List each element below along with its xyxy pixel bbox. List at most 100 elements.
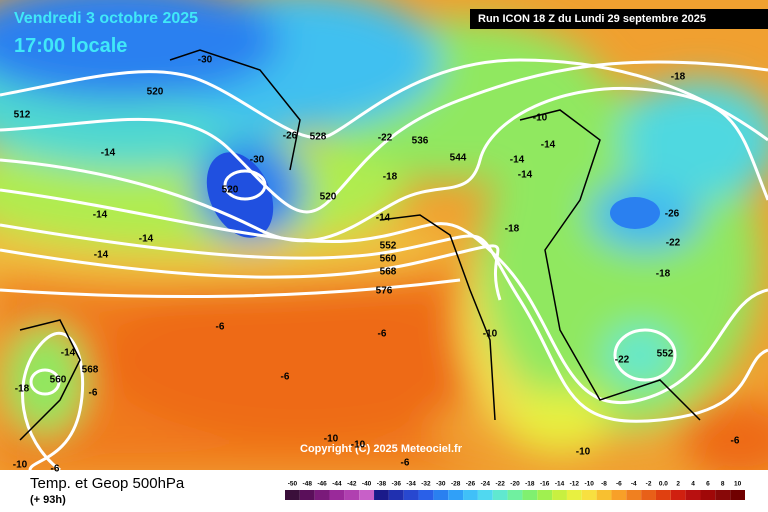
contour-label: -18 [15,384,30,395]
scale-label: -12 [570,481,580,488]
scale-swatch [522,490,538,500]
contour-label: -10 [324,434,339,445]
scale-label: -2 [646,481,652,488]
scale-label: -42 [347,481,357,488]
scale-label: 2 [676,481,680,488]
contour-label: -6 [378,329,387,340]
scale-swatch [641,490,656,500]
contour-label: 576 [376,286,393,297]
contour-label: -14 [94,250,109,261]
scale-swatch [685,490,701,500]
contour-label: -10 [351,440,366,451]
contour-label: -18 [505,224,520,235]
scale-swatch [581,490,597,500]
contour-label: -14 [139,234,154,245]
contour-label: -26 [665,209,680,220]
scale-label: -26 [466,481,476,488]
scale-label: -6 [616,481,622,488]
scale-label: -36 [392,481,402,488]
scale-label: -22 [495,481,505,488]
contour-label: -14 [101,148,116,159]
scale-label: 6 [706,481,710,488]
scale-label: -48 [303,481,313,488]
scale-swatch [344,490,360,500]
time-title: 17:00 locale [14,35,127,57]
scale-swatch [626,490,642,500]
scale-swatch [507,490,523,500]
run-info: Run ICON 18 Z du Lundi 29 septembre 2025 [478,13,706,25]
contour-label: 560 [50,375,67,386]
scale-swatch [596,490,612,500]
scale-label: -16 [540,481,550,488]
color-scale: -50 -48 -46 -44 -42 -40 -38 -36 -34 -32 -30 -28 -26-… [285,481,745,500]
contour-label: -6 [731,436,740,447]
scale-swatch [700,490,716,500]
contour-label: -14 [541,140,556,151]
scale-swatch [388,490,404,500]
contour-label: 560 [380,254,397,265]
scale-label: -46 [317,481,327,488]
contour-label: 544 [450,153,467,164]
scale-label: -10 [584,481,594,488]
contour-label: -14 [61,348,76,359]
contour-label: 520 [222,185,239,196]
contour-label: 512 [14,110,31,121]
scale-label: -34 [406,481,416,488]
scale-swatch [566,490,582,500]
contour-label: 536 [412,136,429,147]
scale-swatch [730,490,745,500]
scale-swatch [403,490,419,500]
contour-label: -30 [250,155,265,166]
scale-swatch [552,490,567,500]
contour-label: -18 [383,172,398,183]
contour-label: -10 [13,460,28,471]
contour-label: -6 [401,458,410,469]
scale-swatch [670,490,686,500]
scale-swatch [359,490,375,500]
contour-label: -18 [656,269,671,280]
scale-label: -28 [451,481,461,488]
contour-label: -14 [376,213,391,224]
scale-swatch [433,490,449,500]
contour-label: 552 [380,241,397,252]
coastlines [19,49,701,441]
scale-swatch [477,490,493,500]
contour-label: -22 [615,355,630,366]
scale-label: -4 [631,481,637,488]
scale-swatch [715,490,731,500]
contour-label: -6 [216,322,225,333]
scale-label: -44 [332,481,342,488]
contour-label: 568 [82,365,99,376]
run-box [470,9,768,29]
contour-label: 520 [147,87,164,98]
scale-label: -40 [362,481,372,488]
scale-label: 10 [734,481,742,488]
scale-swatch [314,490,330,500]
contour-label: -6 [89,388,98,399]
scale-swatch [537,490,553,500]
scale-swatch [374,490,389,500]
contour-label: 568 [380,267,397,278]
scale-swatch [448,490,464,500]
contour-label: -10 [483,329,498,340]
scale-swatch [418,490,434,500]
contour-label: 520 [320,192,337,203]
scale-label: 0.0 [659,481,668,488]
scale-swatch [463,490,478,500]
scale-label: -8 [601,481,607,488]
scale-label: -18 [525,481,535,488]
contour-label: -14 [510,155,525,166]
contour-label: -22 [666,238,681,249]
scale-label: -38 [377,481,387,488]
scale-label: 4 [691,481,695,488]
geopotential-contours [0,58,768,472]
scale-swatch [329,490,345,500]
scale-swatch [285,490,300,500]
scale-label: -14 [555,481,565,488]
contour-label: 552 [657,349,674,360]
footer-lead: (+ 93h) [30,494,66,506]
scale-swatch [611,490,627,500]
contour-label: -6 [51,464,60,475]
footer-title: Temp. et Geop 500hPa [30,475,185,492]
